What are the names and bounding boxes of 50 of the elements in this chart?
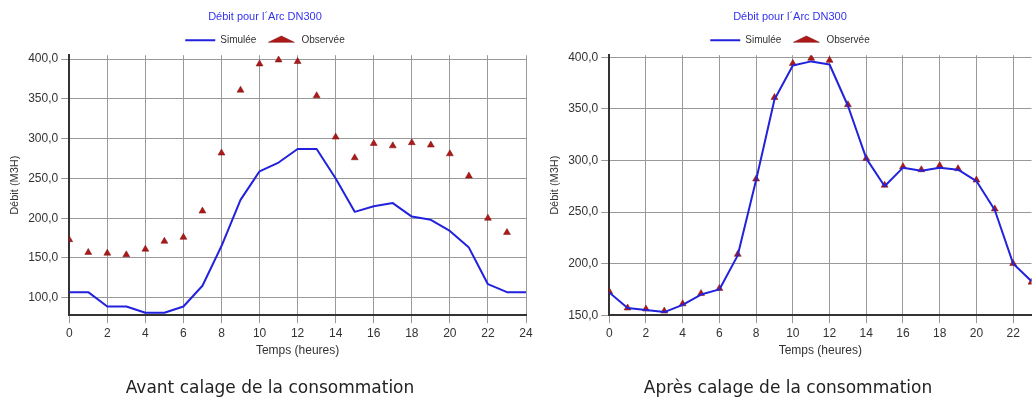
legend-label: Observée — [826, 33, 871, 45]
x-axis-title: Temps (heures) — [778, 343, 863, 358]
chart-title: Débit pour l´Arc DN300 — [733, 9, 847, 22]
y-tick-label: 250,0 — [568, 204, 599, 219]
y-tick-label: 300,0 — [568, 152, 599, 167]
x-tick-label: 0 — [605, 325, 613, 340]
legend-label: Simulée — [745, 33, 782, 45]
y-axis-title: Débit (M3H) — [7, 155, 20, 215]
text: Avant calage de la consommation — [124, 377, 416, 397]
x-tick-label: 6 — [716, 325, 724, 340]
x-tick-label: 20 — [443, 325, 457, 340]
y-tick-label: 350,0 — [568, 101, 599, 116]
x-tick-label: 10 — [786, 325, 800, 340]
y-tick-label: 400,0 — [28, 51, 59, 66]
y-tick-label: 400,0 — [568, 49, 599, 64]
x-tick-label: 0 — [65, 325, 73, 340]
x-tick-label: 8 — [218, 325, 226, 340]
y-tick-label: 200,0 — [28, 210, 59, 225]
x-tick-label: 18 — [933, 325, 947, 340]
x-tick-label: 24 — [519, 325, 533, 340]
x-tick-label: 2 — [642, 325, 650, 340]
y-tick-label: 150,0 — [28, 250, 59, 265]
x-tick-label: 8 — [752, 325, 760, 340]
y-axis-title: Débit (M3H) — [547, 155, 560, 215]
x-axis-title: Temps (heures) — [255, 343, 340, 358]
legend-label: Observée — [301, 33, 346, 45]
x-tick-label: 6 — [180, 325, 188, 340]
x-tick-label: 12 — [290, 325, 305, 340]
y-tick-label: 350,0 — [28, 91, 59, 106]
x-tick-label: 2 — [103, 325, 111, 340]
x-tick-label: 4 — [679, 325, 687, 340]
y-tick-label: 250,0 — [28, 170, 59, 185]
x-tick-label: 12 — [822, 325, 837, 340]
x-tick-label: 22 — [481, 325, 495, 340]
x-tick-label: 14 — [329, 325, 343, 340]
legend-label: Simulée — [220, 33, 257, 45]
text: Après calage de la consommation — [642, 377, 934, 397]
x-tick-label: 22 — [1006, 325, 1021, 340]
x-tick-label: 14 — [859, 325, 874, 340]
y-tick-label: 100,0 — [28, 290, 59, 305]
x-tick-label: 20 — [969, 325, 984, 340]
x-tick-label: 4 — [142, 325, 150, 340]
chart-title: Débit pour l´Arc DN300 — [208, 9, 322, 22]
x-tick-label: 10 — [252, 325, 267, 340]
x-tick-label: 16 — [367, 325, 381, 340]
x-tick-label: 16 — [896, 325, 910, 340]
y-tick-label: 150,0 — [568, 307, 599, 322]
y-tick-label: 300,0 — [28, 131, 59, 145]
y-tick-label: 200,0 — [568, 255, 599, 270]
x-tick-label: 18 — [405, 325, 419, 340]
